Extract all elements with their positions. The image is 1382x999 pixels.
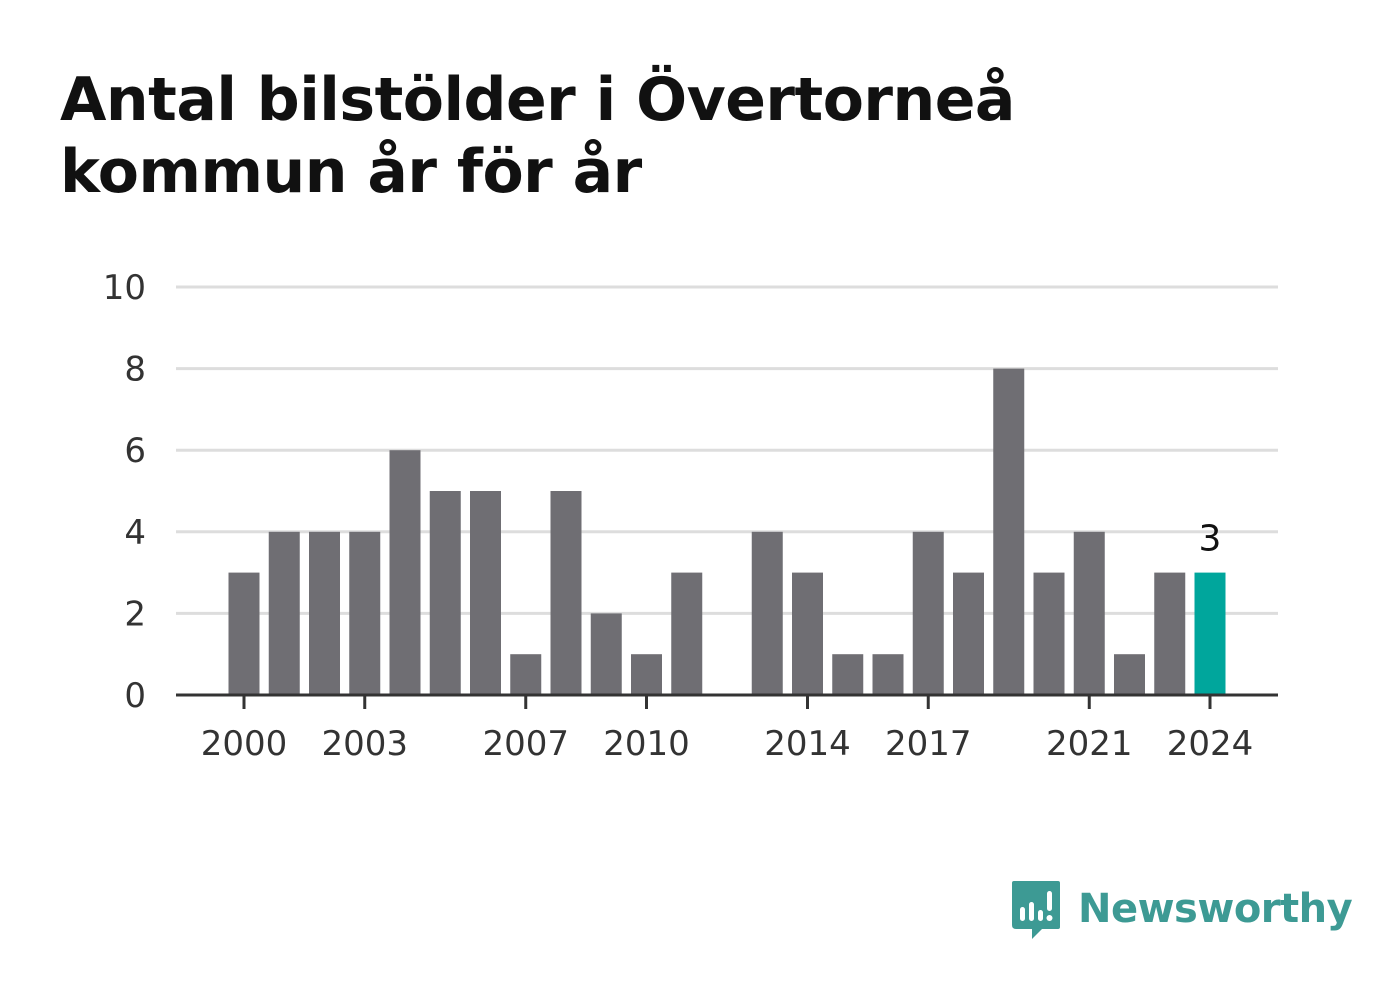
bar-2014 xyxy=(792,572,823,695)
bar-2021 xyxy=(1073,531,1105,695)
bar-2024 xyxy=(1194,572,1226,695)
bar-2004 xyxy=(389,450,421,695)
x-tick-label: 2021 xyxy=(1046,724,1133,764)
bars xyxy=(228,368,1226,695)
grid-lines xyxy=(176,285,1278,615)
bar-2023 xyxy=(1154,572,1186,695)
bar-2009 xyxy=(590,613,622,695)
x-tick-label: 2007 xyxy=(482,724,569,764)
bar-2001 xyxy=(268,531,300,695)
y-tick-label: 6 xyxy=(124,431,146,471)
x-tick-label: 2003 xyxy=(321,724,408,764)
bar-2000 xyxy=(228,572,260,695)
newsworthy-brand: Newsworthy xyxy=(1010,876,1353,942)
y-tick-label: 2 xyxy=(124,594,146,634)
y-tick-label: 10 xyxy=(103,268,146,308)
brand-name: Newsworthy xyxy=(1078,886,1353,932)
bar-2008 xyxy=(550,491,582,695)
data-label-2024: 3 xyxy=(1199,519,1222,560)
bar-2020 xyxy=(1033,572,1065,695)
bar-2007 xyxy=(510,654,542,695)
bar-2016 xyxy=(872,654,904,695)
bar-2006 xyxy=(470,491,501,695)
newsworthy-logo-icon xyxy=(1012,881,1060,939)
bar-2005 xyxy=(429,491,461,695)
x-axis-ticks: 2000 2003 2007 2010 2014 2017 2021 2024 xyxy=(201,695,1254,764)
y-tick-label: 8 xyxy=(124,350,146,390)
bar-2022 xyxy=(1114,654,1145,695)
bar-2003 xyxy=(349,531,381,695)
y-tick-label: 0 xyxy=(124,676,146,716)
x-tick-label: 2024 xyxy=(1167,724,1254,764)
x-tick-label: 2017 xyxy=(885,724,972,764)
chart-title: Antal bilstölder i Övertorneå kommun år … xyxy=(60,65,1015,207)
bar-2017 xyxy=(912,531,944,695)
y-tick-label: 4 xyxy=(124,513,146,553)
bar-2019 xyxy=(993,368,1025,695)
bar-2018 xyxy=(953,572,984,695)
data-labels: 3 xyxy=(1199,519,1222,560)
bar-2010 xyxy=(631,654,662,695)
x-tick-label: 2010 xyxy=(603,724,690,764)
bar-2013 xyxy=(751,531,783,695)
y-axis-tick-labels: 0 2 4 6 8 10 xyxy=(103,268,146,716)
bar-2002 xyxy=(309,531,340,695)
x-tick-label: 2014 xyxy=(764,724,851,764)
bar-2015 xyxy=(832,654,864,695)
bar-2011 xyxy=(671,572,703,695)
x-tick-label: 2000 xyxy=(201,724,288,764)
